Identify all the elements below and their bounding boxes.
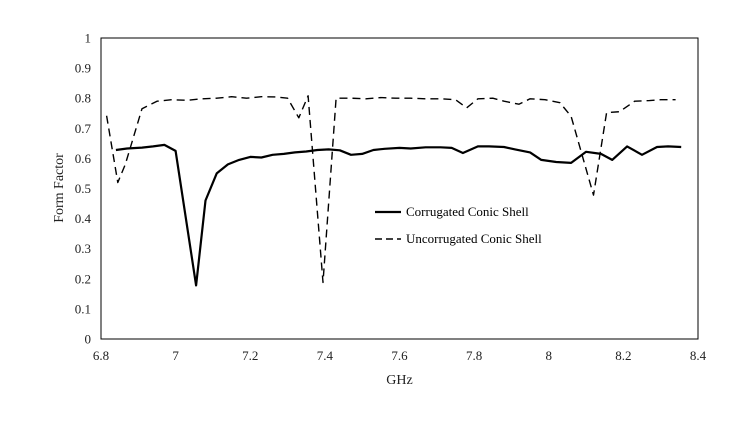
- x-tick-label: 7.6: [391, 348, 408, 363]
- y-tick-label: 0.2: [75, 271, 91, 286]
- y-axis-ticks: 0 0.1 0.2 0.3 0.4 0.5 0.6 0.7 0.8 0.9 1: [75, 31, 92, 347]
- y-tick-label: 0.8: [75, 91, 91, 106]
- x-tick-label: 7: [172, 348, 179, 363]
- legend-label-uncorrugated: Uncorrugated Conic Shell: [406, 231, 542, 246]
- y-tick-label: 0.3: [75, 241, 91, 256]
- y-tick-label: 0.6: [75, 151, 92, 166]
- y-tick-label: 0.9: [75, 61, 91, 76]
- x-tick-label: 7.4: [317, 348, 334, 363]
- plot-area-frame: [100, 37, 699, 340]
- series-line-corrugated: [115, 143, 682, 287]
- y-tick-label: 0.1: [75, 301, 91, 316]
- y-tick-label: 0: [85, 332, 92, 347]
- y-tick-label: 1: [85, 31, 92, 46]
- series-layer: [105, 95, 682, 287]
- x-axis-ticks: 6.8 7 7.2 7.4 7.6 7.8 8 8.2 8.4: [93, 348, 707, 363]
- y-tick-label: 0.7: [75, 121, 92, 136]
- x-axis-title: GHz: [386, 373, 412, 388]
- y-tick-label: 0.4: [75, 211, 92, 226]
- x-tick-label: 8: [546, 348, 553, 363]
- legend-label-corrugated: Corrugated Conic Shell: [406, 204, 529, 219]
- x-tick-label: 7.2: [242, 348, 258, 363]
- y-tick-label: 0.5: [75, 181, 91, 196]
- x-tick-label: 6.8: [93, 348, 109, 363]
- legend: Corrugated Conic Shell Uncorrugated Coni…: [375, 204, 542, 246]
- x-tick-label: 8.4: [690, 348, 707, 363]
- y-axis-title: Form Factor: [52, 153, 67, 223]
- x-tick-label: 7.8: [466, 348, 482, 363]
- x-tick-label: 8.2: [615, 348, 631, 363]
